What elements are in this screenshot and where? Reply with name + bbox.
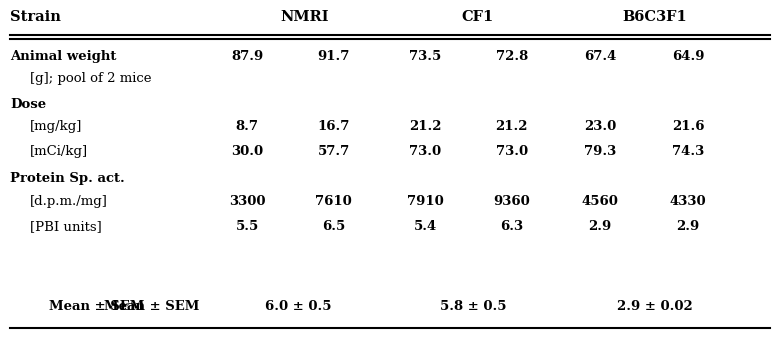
Text: 7910: 7910 xyxy=(406,195,444,208)
Text: 5.5: 5.5 xyxy=(236,220,259,233)
Text: 5.4: 5.4 xyxy=(413,220,437,233)
Text: 3300: 3300 xyxy=(229,195,265,208)
Text: NMRI: NMRI xyxy=(280,10,328,24)
Text: 6.0 ± 0.5: 6.0 ± 0.5 xyxy=(265,300,332,313)
Text: [PBI units]: [PBI units] xyxy=(30,220,101,233)
Text: 2.9: 2.9 xyxy=(676,220,700,233)
Text: 64.9: 64.9 xyxy=(672,50,704,63)
Text: 9360: 9360 xyxy=(493,195,530,208)
Text: 73.0: 73.0 xyxy=(495,145,528,158)
Text: 73.0: 73.0 xyxy=(409,145,441,158)
Text: 57.7: 57.7 xyxy=(317,145,350,158)
Text: [d.p.m./mg]: [d.p.m./mg] xyxy=(30,195,108,208)
Text: Mean ± SEM: Mean ± SEM xyxy=(105,300,200,313)
Text: 6.5: 6.5 xyxy=(322,220,346,233)
Text: [g]; pool of 2 mice: [g]; pool of 2 mice xyxy=(30,72,151,85)
Text: 79.3: 79.3 xyxy=(583,145,616,158)
Text: Protein Sp. act.: Protein Sp. act. xyxy=(10,172,125,185)
Text: Strain: Strain xyxy=(10,10,61,24)
Text: 73.5: 73.5 xyxy=(409,50,441,63)
Text: 30.0: 30.0 xyxy=(231,145,264,158)
Text: Dose: Dose xyxy=(10,98,46,111)
Text: 23.0: 23.0 xyxy=(583,120,616,133)
Text: 6.3: 6.3 xyxy=(500,220,523,233)
Text: 72.8: 72.8 xyxy=(495,50,528,63)
Text: 4330: 4330 xyxy=(670,195,706,208)
Text: 87.9: 87.9 xyxy=(231,50,264,63)
Text: 7610: 7610 xyxy=(315,195,353,208)
Text: 67.4: 67.4 xyxy=(583,50,616,63)
Text: Animal weight: Animal weight xyxy=(10,50,116,63)
Text: 21.2: 21.2 xyxy=(495,120,528,133)
Text: 74.3: 74.3 xyxy=(672,145,704,158)
Text: 5.8 ± 0.5: 5.8 ± 0.5 xyxy=(440,300,507,313)
Text: 21.2: 21.2 xyxy=(409,120,441,133)
Text: 16.7: 16.7 xyxy=(317,120,350,133)
Text: 21.6: 21.6 xyxy=(672,120,704,133)
Text: Mean ± SEM: Mean ± SEM xyxy=(49,300,144,313)
Text: 91.7: 91.7 xyxy=(317,50,350,63)
Text: CF1: CF1 xyxy=(461,10,494,24)
Text: [mg/kg]: [mg/kg] xyxy=(30,120,82,133)
Text: B6C3F1: B6C3F1 xyxy=(622,10,688,24)
Text: 2.9 ± 0.02: 2.9 ± 0.02 xyxy=(617,300,693,313)
Text: 8.7: 8.7 xyxy=(236,120,259,133)
Text: 2.9: 2.9 xyxy=(588,220,612,233)
Text: 4560: 4560 xyxy=(581,195,619,208)
Text: [mCi/kg]: [mCi/kg] xyxy=(30,145,88,158)
